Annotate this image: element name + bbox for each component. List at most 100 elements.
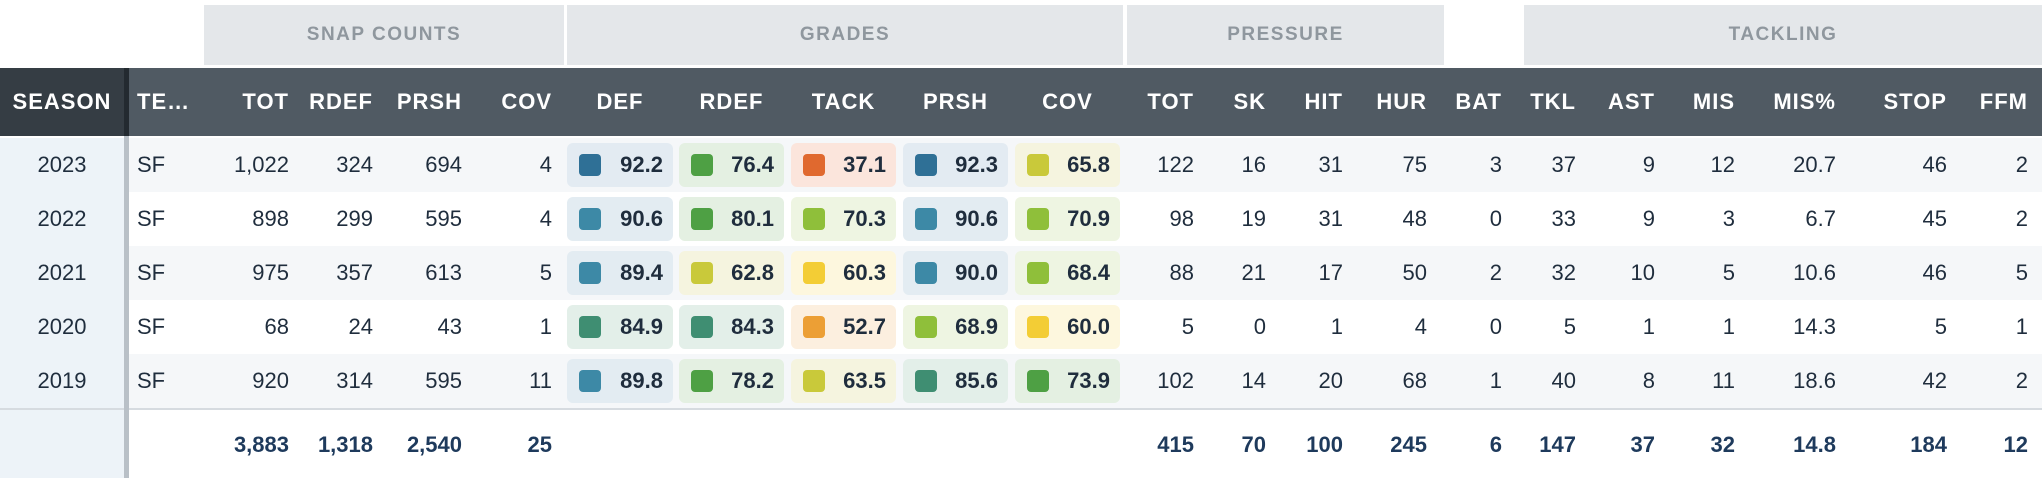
cell-snap-prsh: 43 xyxy=(437,314,462,339)
column-header-ast[interactable]: AST xyxy=(1608,89,1655,114)
cell-team: SF xyxy=(137,206,166,231)
cell-sk: 19 xyxy=(1241,206,1266,231)
grade-value: 76.4 xyxy=(731,152,774,177)
grade-value: 68.9 xyxy=(955,314,998,339)
total-snap-cov: 25 xyxy=(527,432,552,457)
column-header-stop[interactable]: STOP xyxy=(1883,89,1947,114)
column-header-hur[interactable]: HUR xyxy=(1376,89,1427,114)
column-header-mis-pct[interactable]: MIS% xyxy=(1773,89,1836,114)
cell-mis-pct: 20.7 xyxy=(1793,152,1836,177)
grade-cell-cov: 68.4 xyxy=(1015,251,1120,295)
cell-sk: 14 xyxy=(1241,368,1266,393)
totals-season-cell xyxy=(0,410,124,478)
grade-cell-rdef: 80.1 xyxy=(679,197,784,241)
column-header-grade-cov[interactable]: COV xyxy=(1042,89,1093,114)
group-header-pressure: PRESSURE xyxy=(1127,5,1444,65)
column-header-ffm[interactable]: FFM xyxy=(1979,89,2028,114)
cell-ffm: 2 xyxy=(2015,206,2028,231)
column-header-team[interactable]: TE… xyxy=(137,89,191,114)
grade-swatch xyxy=(915,370,937,392)
cell-mis: 1 xyxy=(1722,314,1735,339)
cell-ffm: 5 xyxy=(2015,260,2028,285)
grade-cell-rdef: 78.2 xyxy=(679,359,784,403)
grade-value: 89.4 xyxy=(620,260,663,285)
grade-swatch xyxy=(915,316,937,338)
cell-hur: 68 xyxy=(1402,368,1427,393)
grade-swatch xyxy=(579,316,601,338)
grade-swatch xyxy=(579,262,601,284)
column-header-snap-tot[interactable]: TOT xyxy=(242,89,289,114)
cell-snap-prsh: 694 xyxy=(425,152,462,177)
column-header-grade-rdef[interactable]: RDEF xyxy=(699,89,764,114)
column-header-snap-rdef[interactable]: RDEF xyxy=(309,89,373,114)
total-ffm: 12 xyxy=(2003,432,2028,457)
total-pr-tot: 415 xyxy=(1157,432,1194,457)
cell-ast: 8 xyxy=(1642,368,1655,393)
cell-mis-pct: 6.7 xyxy=(1805,206,1836,231)
cell-tkl: 32 xyxy=(1551,260,1576,285)
cell-bat: 2 xyxy=(1489,260,1502,285)
cell-stop: 45 xyxy=(1922,206,1947,231)
grade-value: 90.0 xyxy=(955,260,998,285)
cell-sk: 0 xyxy=(1253,314,1266,339)
column-header-snap-cov[interactable]: COV xyxy=(501,89,552,114)
grade-cell-cov: 70.9 xyxy=(1015,197,1120,241)
cell-snap-prsh: 595 xyxy=(425,206,462,231)
total-tkl: 147 xyxy=(1539,432,1576,457)
grade-swatch xyxy=(691,370,713,392)
grade-cell-cov: 60.0 xyxy=(1015,305,1120,349)
cell-snap-tot: 1,022 xyxy=(233,152,289,177)
column-header-grade-def[interactable]: DEF xyxy=(596,89,644,114)
cell-hit: 1 xyxy=(1330,314,1343,339)
column-header-grade-prsh[interactable]: PRSH xyxy=(922,89,989,114)
grade-cell-rdef: 84.3 xyxy=(679,305,784,349)
cell-hit: 20 xyxy=(1318,368,1343,393)
grade-swatch xyxy=(1027,316,1049,338)
cell-tkl: 37 xyxy=(1551,152,1576,177)
grade-cell-prsh: 85.6 xyxy=(903,359,1008,403)
cell-hur: 50 xyxy=(1402,260,1427,285)
cell-season[interactable]: 2023 xyxy=(0,138,124,192)
grade-swatch xyxy=(803,316,825,338)
totals-divider xyxy=(0,408,2042,410)
grade-cell-tack: 52.7 xyxy=(791,305,896,349)
cell-ast: 10 xyxy=(1630,260,1655,285)
cell-snap-cov: 4 xyxy=(539,152,552,177)
cell-sk: 16 xyxy=(1241,152,1266,177)
total-bat: 6 xyxy=(1489,432,1502,457)
column-header-snap-prsh[interactable]: PRSH xyxy=(396,89,462,114)
grade-swatch xyxy=(803,370,825,392)
cell-season[interactable]: 2021 xyxy=(0,246,124,300)
grade-value: 52.7 xyxy=(843,314,886,339)
cell-ffm: 2 xyxy=(2015,152,2028,177)
grade-swatch xyxy=(915,262,937,284)
grade-cell-rdef: 62.8 xyxy=(679,251,784,295)
grade-cell-tack: 63.5 xyxy=(791,359,896,403)
cell-season[interactable]: 2022 xyxy=(0,192,124,246)
cell-pr-tot: 5 xyxy=(1181,314,1194,339)
cell-hur: 4 xyxy=(1414,314,1427,339)
grade-value: 73.9 xyxy=(1067,368,1110,393)
cell-snap-rdef: 299 xyxy=(336,206,373,231)
column-header-mis[interactable]: MIS xyxy=(1692,89,1735,114)
grade-cell-tack: 37.1 xyxy=(791,143,896,187)
column-header-grade-tack[interactable]: TACK xyxy=(811,89,876,114)
grade-cell-prsh: 90.0 xyxy=(903,251,1008,295)
grade-cell-tack: 70.3 xyxy=(791,197,896,241)
grade-value: 80.1 xyxy=(731,206,774,231)
column-header-hit[interactable]: HIT xyxy=(1304,89,1343,114)
cell-snap-prsh: 595 xyxy=(425,368,462,393)
column-header-season[interactable]: SEASON xyxy=(0,68,124,136)
column-header-tkl[interactable]: TKL xyxy=(1530,89,1576,114)
total-hur: 245 xyxy=(1390,432,1427,457)
column-header-pr-tot[interactable]: TOT xyxy=(1147,89,1194,114)
grade-swatch xyxy=(1027,370,1049,392)
column-header-bat[interactable]: BAT xyxy=(1455,89,1502,114)
cell-snap-tot: 975 xyxy=(252,260,289,285)
cell-season[interactable]: 2019 xyxy=(0,354,124,408)
cell-ffm: 2 xyxy=(2015,368,2028,393)
column-header-sk[interactable]: SK xyxy=(1233,89,1266,114)
grade-swatch xyxy=(803,154,825,176)
cell-season[interactable]: 2020 xyxy=(0,300,124,354)
cell-snap-tot: 920 xyxy=(252,368,289,393)
